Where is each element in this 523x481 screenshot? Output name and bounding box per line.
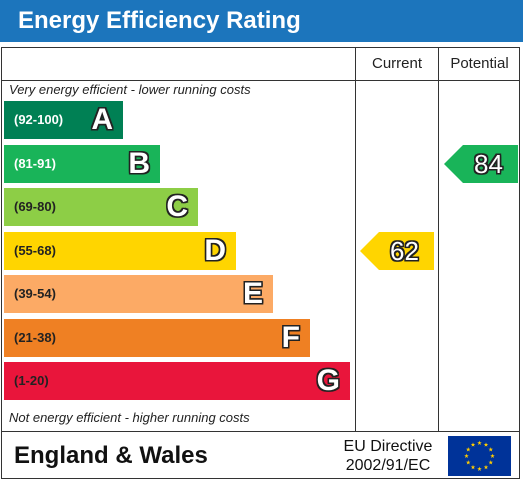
footer-divider	[1, 431, 520, 432]
eu-star	[488, 460, 494, 465]
band-range-label: (69-80)	[14, 199, 56, 214]
eu-star	[464, 453, 469, 458]
column-header-current: Current	[371, 55, 423, 72]
bottom-note: Not energy efficient - higher running co…	[9, 410, 250, 425]
arrow-value: 62	[390, 235, 419, 266]
eu-directive-line1: EU Directive	[343, 438, 433, 455]
band-letter: A	[91, 103, 113, 136]
eu-directive-line2: 2002/91/EC	[345, 457, 431, 474]
eu-star	[477, 466, 482, 471]
arrow-current: 62	[360, 231, 434, 270]
band-range-label: (21-38)	[14, 329, 56, 345]
band-a: (92-100) A	[4, 101, 123, 139]
band-letter: E	[242, 277, 263, 310]
arrow-value: 84	[474, 148, 503, 179]
arrow-potential: 84	[444, 144, 518, 183]
header-divider	[1, 80, 520, 81]
band-letter: D	[204, 233, 226, 267]
eu-star	[490, 453, 495, 458]
band-d: (55-68) D	[4, 231, 236, 270]
band-range-label: (81-91)	[14, 155, 56, 171]
band-c: (69-80) C	[4, 188, 198, 226]
eu-star	[477, 440, 482, 445]
band-range-label: (39-54)	[14, 286, 56, 301]
band-letter: F	[281, 320, 300, 354]
eu-star	[470, 442, 476, 447]
band-g: (1-20) G	[4, 362, 350, 400]
divider-potential	[438, 47, 439, 431]
band-range-label: (92-100)	[14, 112, 64, 127]
divider-current	[355, 47, 356, 431]
eu-directive: EU Directive 2002/91/EC	[333, 437, 443, 475]
band-b: (81-91) B	[4, 144, 160, 183]
top-note: Very energy efficient - lower running co…	[9, 82, 251, 97]
eu-star	[465, 460, 471, 465]
column-header-potential: Potential	[450, 55, 509, 72]
eu-flag-icon	[448, 436, 511, 476]
eu-star	[483, 442, 489, 447]
eu-star	[470, 464, 476, 470]
band-range-label: (1-20)	[14, 373, 49, 388]
band-range-label: (55-68)	[14, 242, 56, 258]
title-bar: Energy Efficiency Rating	[0, 0, 523, 42]
region-label: England & Wales	[14, 442, 208, 469]
band-letter: B	[128, 146, 150, 180]
band-letter: G	[316, 364, 340, 397]
rating-frame	[1, 47, 520, 479]
band-letter: C	[166, 190, 188, 223]
chart-title: Energy Efficiency Rating	[18, 7, 301, 34]
eu-star	[483, 464, 489, 470]
eu-star	[465, 447, 471, 452]
eu-star	[488, 447, 494, 452]
band-e: (39-54) E	[4, 275, 273, 313]
arrow-shape	[444, 144, 518, 183]
arrow-shape	[360, 231, 434, 270]
band-f: (21-38) F	[4, 318, 310, 357]
